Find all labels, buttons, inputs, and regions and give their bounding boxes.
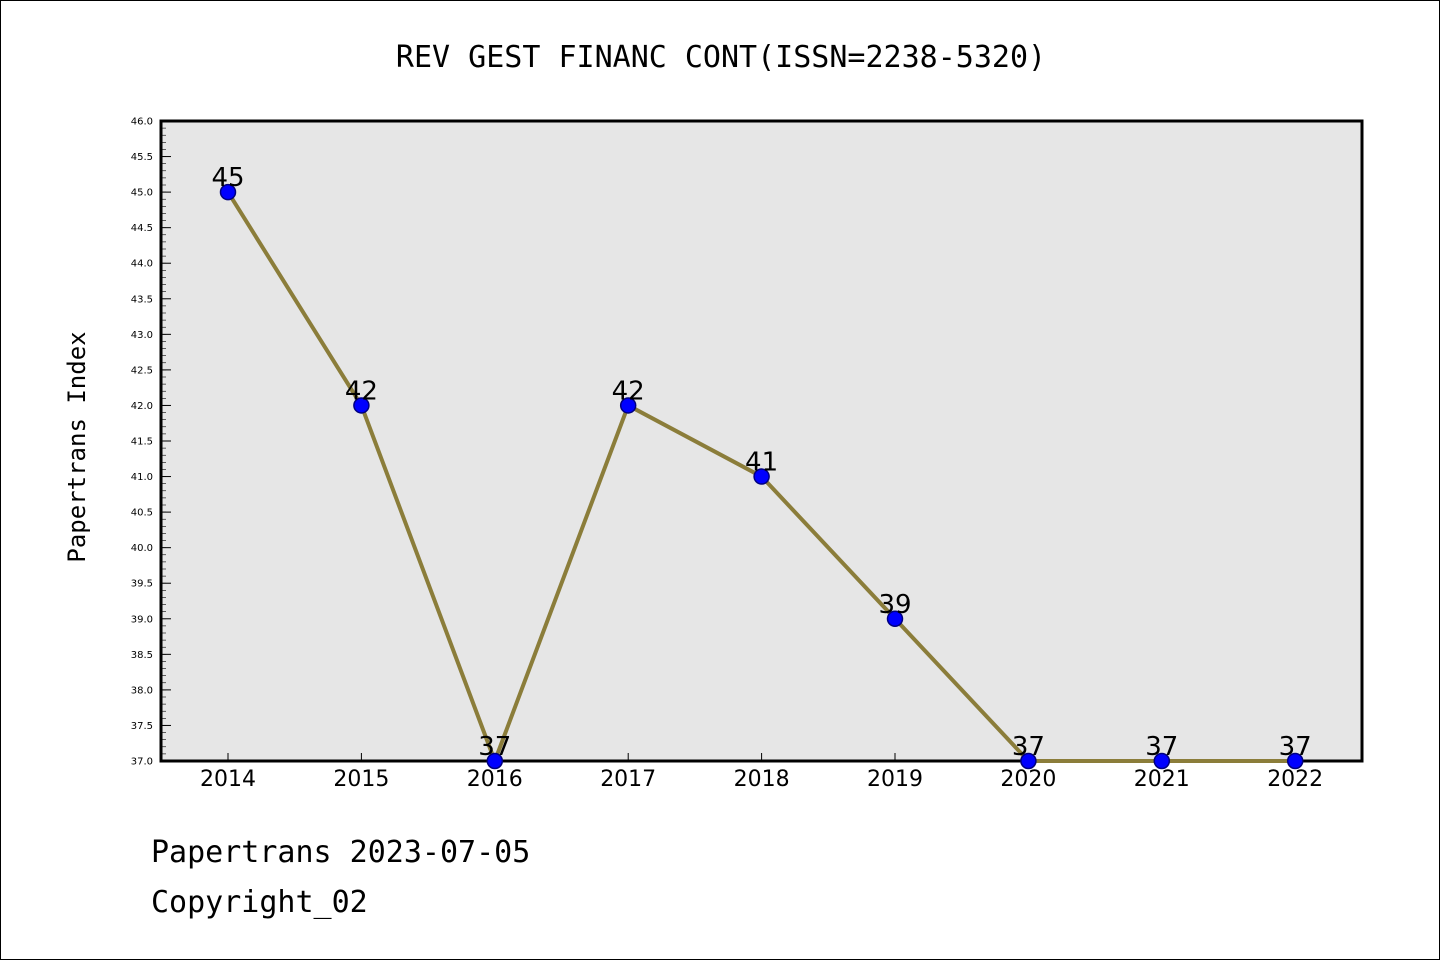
data-labels-group: 45 42 37 42 41 39 37 37 37 [211,163,1311,762]
x-tick-label: 2021 [1134,767,1190,792]
data-label: 37 [478,732,511,762]
data-label: 42 [345,376,378,406]
y-tick-label: 43.0 [131,330,153,341]
y-tick-label: 41.5 [131,437,153,448]
y-axis-label: Papertrans Index [63,331,91,562]
data-point [1020,752,1037,770]
y-tick-label: 40.0 [131,543,153,554]
y-tick-label: 37.0 [131,757,153,768]
x-axis: 2014 2015 2016 2017 2018 2019 2020 2021 2022 [200,753,1323,792]
y-tick-label: 42.0 [131,401,153,412]
data-label: 39 [878,590,911,620]
y-tick-label: 39.5 [131,579,153,590]
plot-area [159,119,1364,763]
x-tick-label: 2018 [734,767,790,792]
data-point [353,397,370,414]
data-label: 42 [612,376,645,406]
data-point [753,468,770,485]
data-point [619,397,637,414]
data-label: 41 [745,448,778,478]
data-point [486,752,504,770]
y-tick-label: 45.0 [131,188,153,199]
data-point [1153,752,1171,770]
y-tick-label: 38.5 [131,650,153,661]
y-tick-label: 41.0 [131,472,153,483]
x-tick-label: 2015 [333,767,389,792]
x-tick-label: 2016 [467,767,523,792]
data-label: 37 [1012,732,1045,762]
data-label: 37 [1279,732,1312,762]
y-tick-label: 38.0 [131,685,153,696]
y-tick-label: 40.5 [131,508,153,519]
y-tick-label: 44.5 [131,223,153,234]
y-tick-label: 42.5 [131,365,153,376]
x-tick-label: 2014 [200,767,256,792]
y-tick-label: 43.5 [131,294,153,305]
x-tick-label: 2022 [1267,767,1323,792]
data-label: 45 [211,163,244,193]
data-label: 37 [1145,732,1178,762]
y-tick-label: 44.0 [131,259,153,270]
y-tick-label: 45.5 [131,152,153,163]
y-axis: 37.0 37.5 38.0 38.5 39.0 39.5 40.0 40.5 41.0 41.5… [131,117,171,768]
footer-copyright: Copyright_02 [151,885,368,920]
y-tick-label: 46.0 [131,117,153,128]
data-point [1286,752,1304,770]
data-point [219,183,237,201]
x-tick-label: 2019 [867,767,923,792]
x-tick-label: 2020 [1000,767,1056,792]
x-tick-label: 2017 [600,767,656,792]
footer-date-line: Papertrans 2023-07-05 [151,835,531,870]
data-points-group [219,183,1304,770]
chart-title: REV GEST FINANC CONT(ISSN=2238-5320) [396,40,1046,75]
y-tick-label: 39.0 [131,614,153,625]
data-point [886,610,904,628]
y-tick-label: 37.5 [131,721,153,732]
